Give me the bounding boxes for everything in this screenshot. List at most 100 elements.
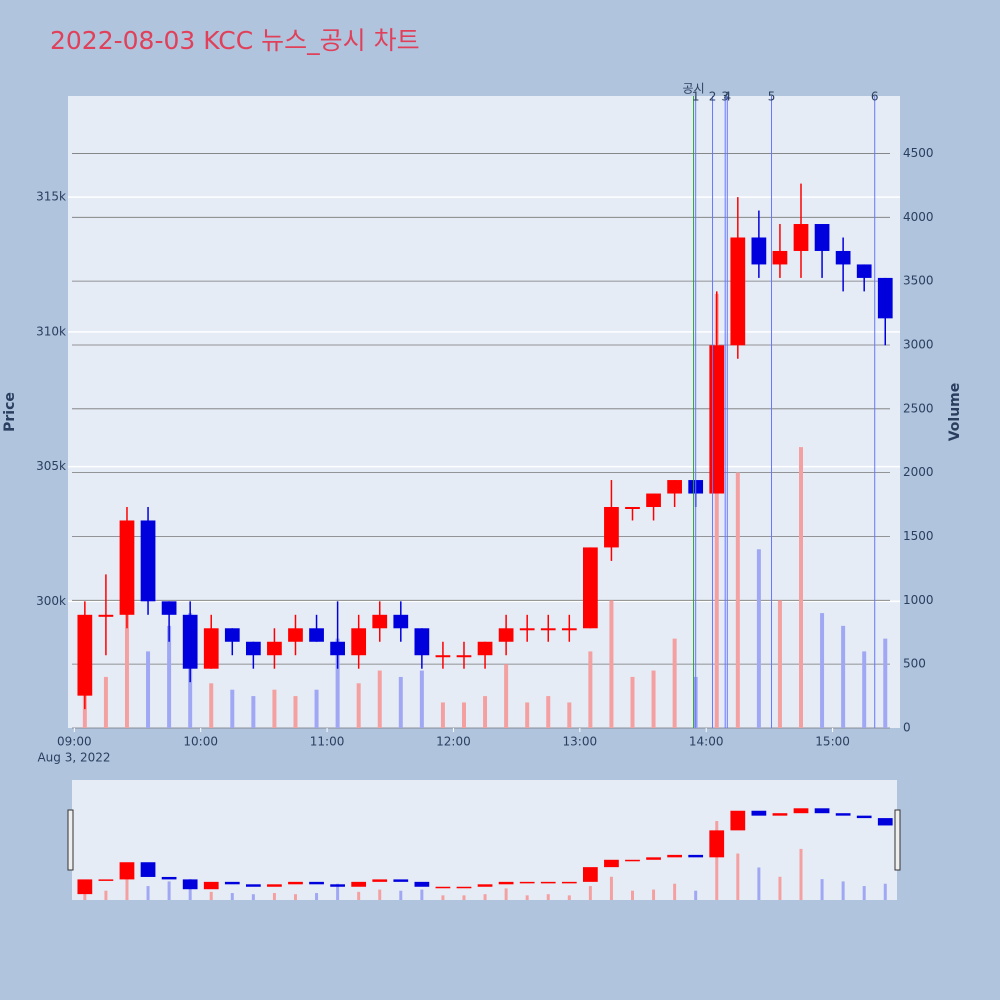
slider-volume (609, 876, 613, 900)
slider-volume (399, 890, 403, 900)
candle-body (98, 614, 114, 617)
y-tick-label: 315k (36, 190, 66, 204)
slider-candle (372, 879, 388, 882)
volume-bar (672, 638, 677, 728)
volume-bar (777, 600, 782, 728)
slider-candle (793, 808, 809, 814)
event-label: 3 (721, 90, 729, 104)
slider-candle (498, 881, 514, 885)
x-tick-label: 15:00 (815, 735, 850, 749)
slider-candle (877, 818, 893, 826)
slider-handle[interactable] (894, 809, 901, 871)
candle-body (393, 614, 409, 629)
candle-body (203, 628, 219, 669)
slider-candle (625, 859, 640, 862)
candle-body (161, 601, 177, 615)
volume-bar (609, 600, 614, 728)
slider-candle (435, 886, 451, 889)
slider-candle (414, 881, 430, 887)
volume-bar (714, 293, 719, 728)
slider-candle (161, 876, 177, 880)
event-label: 5 (768, 90, 776, 104)
slider-candle (646, 857, 661, 860)
slider-volume (462, 895, 466, 900)
candle-body (456, 655, 472, 658)
slider-candle (182, 879, 198, 890)
y2-tick-label: 3000 (903, 337, 934, 351)
slider-candle (267, 884, 282, 887)
slider-volume (441, 895, 445, 900)
slider-volume (483, 894, 487, 900)
slider-volume (630, 890, 634, 900)
slider-volume (125, 879, 129, 900)
slider-volume (883, 883, 887, 900)
candle-body (182, 614, 198, 669)
candle-body (224, 628, 240, 642)
candle-body (730, 237, 746, 346)
volume-bar (461, 702, 466, 728)
slider-volume (251, 894, 255, 900)
candle-body (309, 628, 324, 642)
plot-area (68, 96, 900, 728)
chart-title: 2022-08-03 KCC 뉴스_공시 차트 (50, 26, 420, 55)
volume-bar (209, 683, 214, 728)
candle-body (835, 250, 851, 265)
candle-body (751, 237, 767, 265)
candle-body (772, 250, 788, 265)
slider-volume (230, 893, 234, 900)
event-label: 1 (692, 90, 700, 104)
volume-bar (588, 651, 593, 728)
candle-body (709, 345, 725, 494)
slider-candle (709, 830, 725, 858)
y2-tick-label: 3500 (903, 274, 934, 288)
slider-volume (167, 881, 171, 900)
candle-body (330, 641, 345, 656)
candle-body (140, 520, 156, 602)
slider-volume (420, 889, 424, 900)
slider-candle (119, 862, 135, 880)
candle-body (477, 641, 493, 656)
slider-volume (652, 889, 656, 900)
slider-candle (309, 881, 324, 885)
x-tick-label: 11:00 (310, 735, 345, 749)
slider-volume (546, 894, 550, 900)
slider-volume (357, 891, 361, 900)
slider-candle (330, 884, 345, 887)
candle-body (267, 641, 282, 656)
candle-body (288, 628, 303, 642)
y2-tick-label: 500 (903, 657, 926, 671)
slider-candle (688, 854, 704, 858)
slider-volume (862, 886, 866, 900)
x-sublabel: Aug 3, 2022 (37, 751, 110, 765)
volume-bar (356, 683, 361, 728)
candle-body (372, 614, 388, 629)
event-label: 2 (709, 90, 717, 104)
candle-body (604, 507, 619, 548)
slider-candle (582, 867, 598, 882)
slider-volume (209, 891, 213, 900)
slider-handle[interactable] (67, 809, 74, 871)
slider-volume (799, 848, 803, 900)
candle-body (793, 224, 809, 251)
x-tick-label: 14:00 (689, 735, 724, 749)
event-label: 6 (871, 90, 879, 104)
y2-axis-label: Volume (947, 383, 963, 442)
y-tick-label: 300k (36, 594, 66, 608)
volume-bar (883, 638, 888, 728)
candle-body (540, 628, 556, 631)
slider-volume (588, 886, 592, 900)
slider-candle (835, 813, 851, 816)
slider-candle (604, 859, 619, 868)
volume-bar (419, 670, 424, 728)
slider-volume (336, 883, 340, 900)
slider-candle (393, 879, 409, 882)
candle-body (814, 224, 830, 251)
candle-body (646, 493, 661, 508)
volume-bar (377, 670, 382, 728)
slider-candle (456, 886, 472, 889)
slider-candle (751, 810, 767, 816)
slider-candle (477, 884, 493, 887)
slider-volume (694, 890, 698, 900)
volume-bar (440, 702, 445, 728)
x-tick-label: 12:00 (436, 735, 471, 749)
